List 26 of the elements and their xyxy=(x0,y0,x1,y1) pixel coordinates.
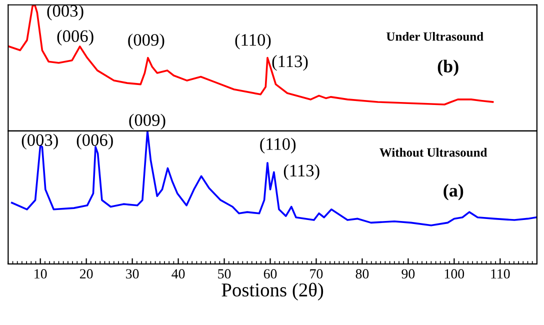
x-tick-label: 80 xyxy=(356,269,369,279)
x-axis-title: Postions (2θ) xyxy=(222,282,324,300)
annotation: (006) xyxy=(57,30,94,46)
x-tick-label: 10 xyxy=(34,269,47,279)
x-tick-label: 40 xyxy=(172,269,185,279)
x-tick-label: 70 xyxy=(310,269,323,279)
annotation: Under Ultrasound xyxy=(386,32,484,41)
x-tick-label: 90 xyxy=(402,269,415,279)
x-tick-label: 110 xyxy=(491,269,510,279)
annotation: (003) xyxy=(22,134,58,150)
x-tick-label: 30 xyxy=(126,269,139,279)
annotation: (113) xyxy=(284,164,320,180)
annotation: (009) xyxy=(129,114,166,130)
annotation: (a) xyxy=(444,184,464,200)
annotation: (110) xyxy=(260,138,296,154)
annotation: (b) xyxy=(438,60,458,76)
annotation: (003) xyxy=(47,4,84,20)
x-tick-label: 100 xyxy=(444,269,464,279)
annotation: Without Ultrasound xyxy=(380,148,488,157)
annotation: (110) xyxy=(235,34,271,50)
annotation: (009) xyxy=(128,34,164,50)
annotation: (113) xyxy=(272,55,308,71)
annotation: (006) xyxy=(76,134,113,150)
x-tick-label: 60 xyxy=(264,269,277,279)
x-tick-label: 20 xyxy=(80,269,93,279)
x-tick-label: 50 xyxy=(218,269,231,279)
